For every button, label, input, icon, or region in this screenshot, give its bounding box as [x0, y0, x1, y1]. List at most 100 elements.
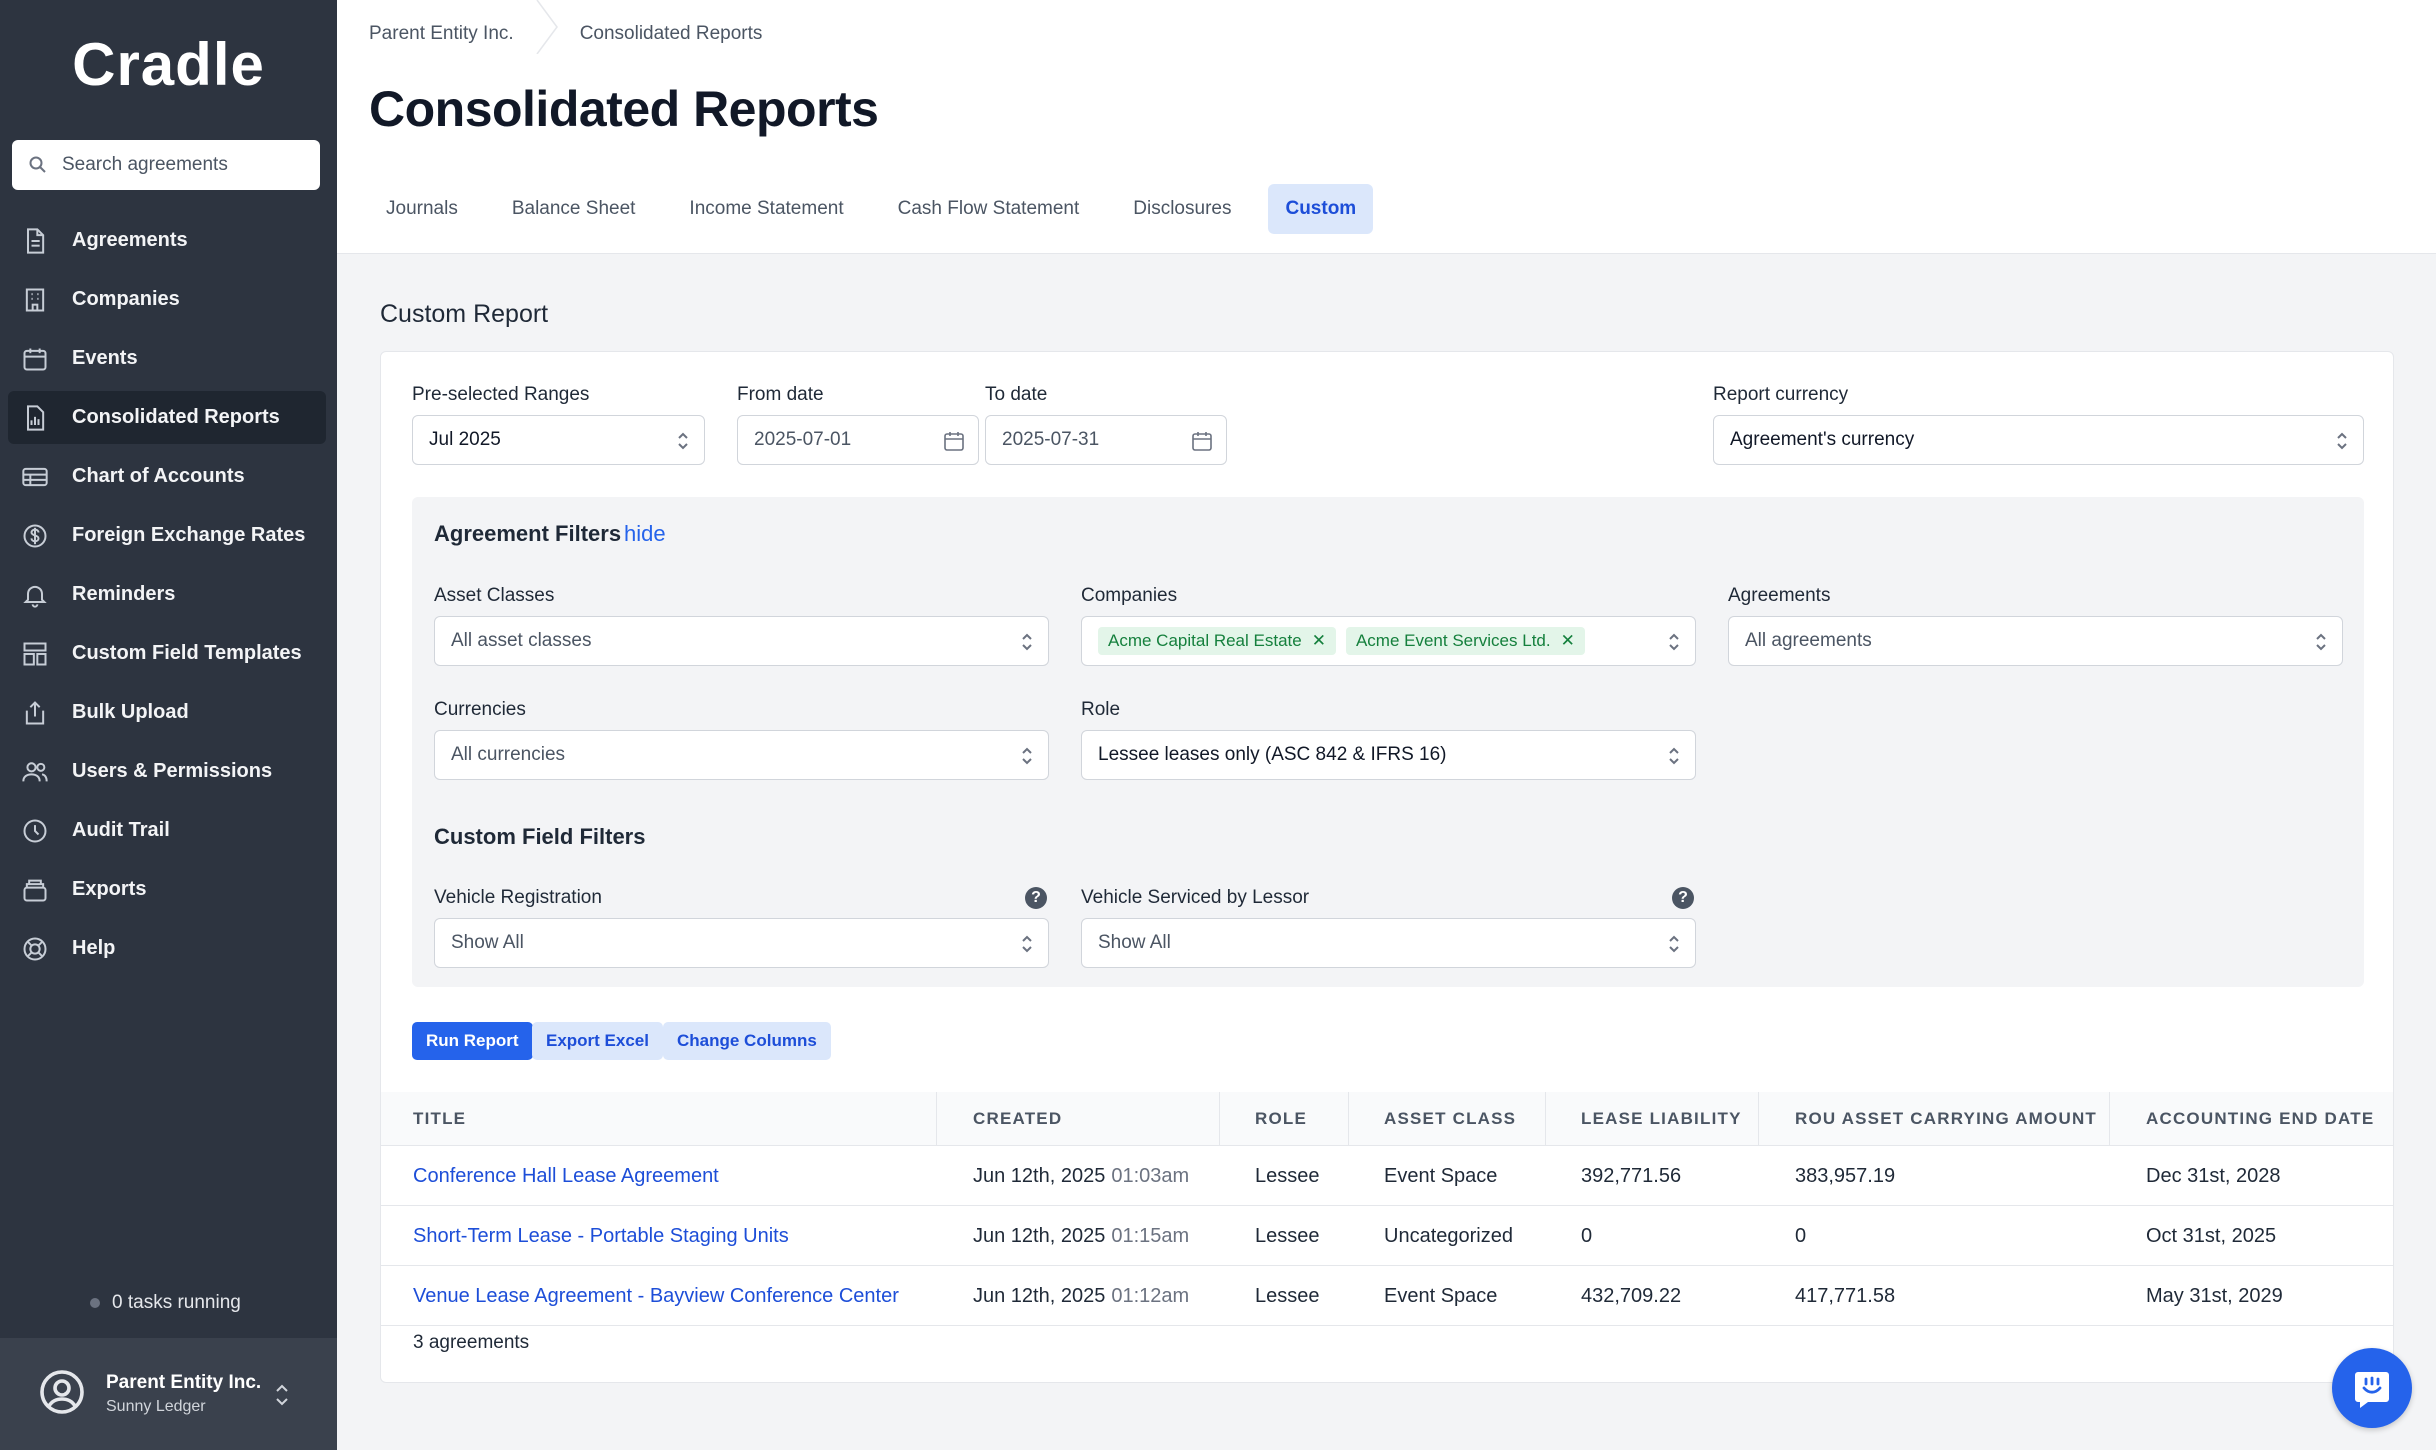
preselected-ranges-value: Jul 2025	[429, 429, 501, 450]
vehicle-serviced-label: Vehicle Serviced by Lessor	[1081, 887, 1310, 908]
currencies-select[interactable]: All currencies	[434, 730, 1049, 780]
tab-cash-flow-statement[interactable]: Cash Flow Statement	[897, 198, 1080, 219]
lifebuoy-icon	[20, 934, 50, 964]
template-icon	[20, 639, 50, 669]
breadcrumb-parent[interactable]: Parent Entity Inc.	[369, 23, 514, 44]
search-input[interactable]: Search agreements	[12, 140, 320, 190]
column-header-title[interactable]: TITLE	[413, 1109, 467, 1128]
sidebar-item-label: Users & Permissions	[72, 760, 273, 782]
report-currency-select[interactable]: Agreement's currency	[1713, 415, 2364, 465]
user-name: Sunny Ledger	[106, 1398, 206, 1415]
asset-classes-select[interactable]: All asset classes	[434, 616, 1049, 666]
lease-liability-cell: 0	[1581, 1224, 1593, 1247]
app-logo: Cradle	[72, 31, 265, 98]
breadcrumb-current[interactable]: Consolidated Reports	[579, 23, 763, 44]
tab-balance-sheet[interactable]: Balance Sheet	[511, 198, 636, 219]
agreements-select[interactable]: All agreements	[1728, 616, 2343, 666]
column-header-rou-asset[interactable]: ROU ASSET CARRYING AMOUNT	[1795, 1109, 2097, 1128]
column-header-lease-liability[interactable]: LEASE LIABILITY	[1581, 1109, 1742, 1128]
sidebar-item-foreign-exchange-rates[interactable]: Foreign Exchange Rates	[8, 509, 326, 562]
sidebar-item-chart-of-accounts[interactable]: Chart of Accounts	[8, 450, 326, 503]
calendar-icon[interactable]	[1190, 429, 1214, 459]
asset-class-cell: Event Space	[1384, 1164, 1498, 1187]
sidebar-item-agreements[interactable]: Agreements	[8, 214, 326, 267]
document-icon	[20, 226, 50, 256]
report-tabs: Journals Balance Sheet Income Statement …	[369, 184, 1393, 234]
chevron-up-down-icon	[1667, 630, 1681, 660]
sidebar-item-label: Companies	[72, 288, 180, 310]
sidebar-item-exports[interactable]: Exports	[8, 863, 326, 916]
column-header-role[interactable]: ROLE	[1255, 1109, 1308, 1128]
to-date-input[interactable]: 2025-07-31	[985, 415, 1227, 465]
company-chip-label: Acme Event Services Ltd.	[1355, 631, 1551, 650]
run-report-button[interactable]: Run Report	[412, 1022, 533, 1060]
column-header-accounting-end-date[interactable]: ACCOUNTING END DATE	[2146, 1109, 2375, 1128]
tab-income-statement[interactable]: Income Statement	[689, 198, 844, 219]
from-date-input[interactable]: 2025-07-01	[737, 415, 979, 465]
results-table: TITLE CREATED ROLE ASSET CLASS LEASE LIA…	[381, 1092, 2393, 1326]
export-excel-button[interactable]: Export Excel	[532, 1022, 663, 1060]
report-currency-value: Agreement's currency	[1730, 429, 1915, 450]
created-date: Jun 12th, 2025	[973, 1284, 1106, 1307]
sidebar-item-users-permissions[interactable]: Users & Permissions	[8, 745, 326, 798]
preselected-ranges-select[interactable]: Jul 2025	[412, 415, 705, 465]
sidebar-item-label: Events	[72, 347, 138, 369]
chevron-up-down-icon	[676, 429, 690, 459]
agreement-title-link[interactable]: Conference Hall Lease Agreement	[413, 1164, 719, 1187]
remove-chip-icon[interactable]: ✕	[1311, 631, 1326, 650]
companies-select[interactable]: Acme Capital Real Estate ✕ Acme Event Se…	[1081, 616, 1696, 666]
tab-custom[interactable]: Custom	[1268, 184, 1374, 234]
sidebar-item-label: Exports	[72, 878, 147, 900]
column-divider	[1758, 1092, 1759, 1146]
tasks-status: 0 tasks running	[90, 1292, 241, 1314]
upload-icon	[20, 698, 50, 728]
calendar-icon[interactable]	[942, 429, 966, 459]
agreement-title-link[interactable]: Short-Term Lease - Portable Staging Unit…	[413, 1224, 789, 1247]
chevron-up-down-icon	[1667, 744, 1681, 774]
tab-journals[interactable]: Journals	[386, 198, 458, 219]
chevron-up-down-icon	[1020, 932, 1034, 962]
sidebar-item-label: Reminders	[72, 583, 176, 605]
tab-disclosures[interactable]: Disclosures	[1133, 198, 1232, 219]
dollar-icon	[20, 521, 50, 551]
help-icon[interactable]: ?	[1025, 887, 1047, 909]
sidebar-item-bulk-upload[interactable]: Bulk Upload	[8, 686, 326, 739]
remove-chip-icon[interactable]: ✕	[1560, 631, 1575, 650]
role-label: Role	[1081, 699, 1121, 720]
sidebar-item-consolidated-reports[interactable]: Consolidated Reports	[8, 391, 326, 444]
role-select[interactable]: Lessee leases only (ASC 842 & IFRS 16)	[1081, 730, 1696, 780]
change-columns-button[interactable]: Change Columns	[663, 1022, 831, 1060]
vehicle-serviced-select[interactable]: Show All	[1081, 918, 1696, 968]
chat-support-button[interactable]	[2332, 1348, 2412, 1428]
account-switcher[interactable]: Parent Entity Inc. Sunny Ledger	[0, 1338, 337, 1450]
sidebar-item-label: Chart of Accounts	[72, 465, 245, 487]
sidebar-item-label: Agreements	[72, 229, 188, 251]
section-title: Custom Report	[380, 300, 549, 328]
custom-field-filters-title: Custom Field Filters	[434, 824, 646, 849]
help-icon[interactable]: ?	[1672, 887, 1694, 909]
asset-classes-value: All asset classes	[451, 630, 592, 651]
sidebar-item-help[interactable]: Help	[8, 922, 326, 975]
sidebar-item-companies[interactable]: Companies	[8, 273, 326, 326]
column-divider	[1219, 1092, 1220, 1146]
sidebar-item-events[interactable]: Events	[8, 332, 326, 385]
bell-icon	[20, 580, 50, 610]
chevron-up-down-icon	[2335, 429, 2349, 459]
agreement-count: 3 agreements	[413, 1332, 530, 1353]
page-title: Consolidated Reports	[369, 81, 879, 137]
created-cell: Jun 12th, 2025 01:03am	[973, 1146, 1189, 1206]
column-header-asset-class[interactable]: ASSET CLASS	[1384, 1109, 1517, 1128]
column-header-created[interactable]: CREATED	[973, 1109, 1063, 1128]
agreement-title-link[interactable]: Venue Lease Agreement - Bayview Conferen…	[413, 1284, 899, 1307]
account-info: Parent Entity Inc. Sunny Ledger	[106, 1372, 261, 1416]
sidebar-item-custom-field-templates[interactable]: Custom Field Templates	[8, 627, 326, 680]
vehicle-registration-select[interactable]: Show All	[434, 918, 1049, 968]
sidebar-item-reminders[interactable]: Reminders	[8, 568, 326, 621]
sidebar-item-label: Bulk Upload	[72, 701, 189, 723]
created-cell: Jun 12th, 2025 01:12am	[973, 1266, 1189, 1326]
created-time: 01:15am	[1111, 1224, 1190, 1247]
hide-filters-link[interactable]: hide	[624, 521, 666, 546]
company-chip: Acme Capital Real Estate ✕	[1098, 627, 1336, 655]
chevron-up-down-icon[interactable]	[272, 1382, 292, 1413]
sidebar-item-audit-trail[interactable]: Audit Trail	[8, 804, 326, 857]
